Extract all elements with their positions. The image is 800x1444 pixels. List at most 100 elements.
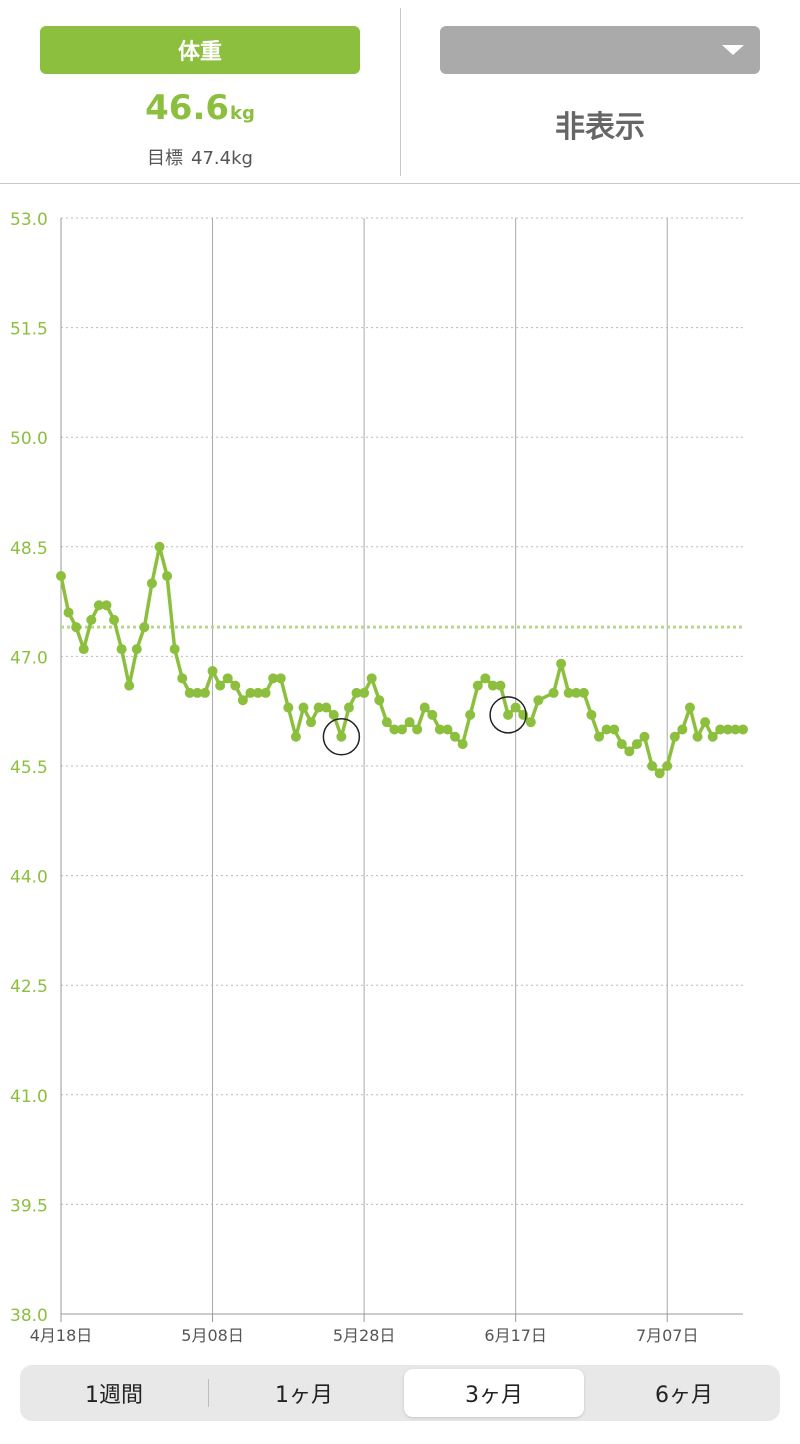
data-point — [730, 724, 741, 735]
data-point — [230, 680, 241, 691]
data-point — [419, 702, 430, 713]
data-point — [336, 731, 347, 742]
data-point — [450, 731, 461, 742]
data-point — [306, 717, 317, 728]
header: 体重 46.6kg 目標 47.4kg 非表示 — [0, 0, 800, 184]
data-point — [662, 761, 673, 771]
data-point — [162, 571, 173, 582]
x-tick-label: 4月18日 — [30, 1326, 93, 1345]
data-point — [669, 731, 680, 742]
data-point — [571, 687, 582, 698]
range-tab-6-months[interactable]: 6ヶ月 — [655, 1383, 713, 1408]
range-tab-1-month[interactable]: 1ヶ月 — [275, 1383, 333, 1408]
data-point — [616, 739, 627, 750]
current-weight-unit: kg — [230, 103, 255, 124]
x-tick-label: 7月07日 — [636, 1326, 699, 1345]
y-tick-label: 42.5 — [10, 977, 48, 997]
data-point — [260, 687, 271, 698]
data-point — [366, 673, 377, 684]
range-tab-1-week[interactable]: 1週間 — [85, 1383, 143, 1408]
data-point — [313, 702, 324, 713]
data-point — [374, 695, 385, 706]
data-point — [283, 702, 294, 713]
goal-weight: 目標 47.4kg — [0, 144, 400, 170]
data-point — [442, 724, 453, 735]
data-point — [245, 687, 256, 698]
y-tick-label: 50.0 — [10, 429, 48, 449]
chevron-down-icon — [722, 45, 744, 55]
data-point — [253, 687, 264, 698]
data-point — [78, 644, 89, 655]
y-tick-label: 44.0 — [10, 868, 48, 888]
data-point — [109, 614, 120, 625]
y-tick-label: 48.5 — [10, 539, 48, 559]
y-tick-label: 39.5 — [10, 1196, 48, 1216]
data-point — [321, 702, 332, 713]
weight-chart: 53.0 51.5 50.0 48.5 47.0 45.5 44.0 42.5 41.0 39.5… — [10, 210, 748, 1345]
goal-value: 47.4kg — [191, 148, 253, 169]
data-point — [556, 658, 567, 669]
data-point — [404, 717, 415, 728]
data-point — [472, 680, 483, 691]
data-point — [533, 695, 544, 706]
data-point — [465, 709, 476, 720]
y-tick-label: 53.0 — [10, 210, 48, 230]
y-tick-label: 51.5 — [10, 320, 48, 340]
data-point — [139, 622, 150, 633]
y-tick-label: 47.0 — [10, 648, 48, 668]
data-point — [707, 731, 718, 742]
data-point — [63, 607, 74, 618]
secondary-hidden-label: 非表示 — [555, 110, 645, 145]
data-point — [177, 673, 188, 684]
data-point — [237, 695, 248, 706]
data-point — [609, 724, 620, 735]
data-point — [722, 724, 733, 735]
data-point — [275, 673, 286, 684]
range-tab-3-months[interactable]: 3ヶ月 — [404, 1369, 584, 1417]
current-weight-value: 46.6 — [145, 88, 230, 128]
y-tick-label: 41.0 — [10, 1087, 48, 1107]
data-point — [434, 724, 445, 735]
data-point — [343, 702, 354, 713]
data-point — [578, 687, 589, 698]
data-point — [389, 724, 400, 735]
data-point — [495, 680, 506, 691]
data-point — [684, 702, 695, 713]
data-point — [586, 709, 597, 720]
range-separator — [208, 1379, 209, 1407]
data-point — [563, 687, 574, 698]
data-point — [290, 731, 301, 742]
data-point — [647, 761, 658, 771]
data-point — [56, 571, 66, 582]
data-point — [71, 622, 82, 633]
goal-label: 目標 — [147, 148, 184, 169]
data-point — [146, 578, 157, 589]
data-point — [548, 687, 559, 698]
data-point — [510, 702, 521, 713]
data-point — [154, 541, 165, 552]
highlight-circle — [489, 696, 527, 734]
data-point — [93, 600, 104, 611]
data-point — [381, 717, 392, 728]
range-selector: 1週間 1ヶ月 3ヶ月 6ヶ月 — [20, 1365, 780, 1421]
data-point — [169, 644, 180, 655]
data-point — [192, 687, 203, 698]
data-point — [700, 717, 711, 728]
secondary-metric-dropdown[interactable] — [440, 26, 760, 74]
data-point — [131, 644, 142, 655]
data-point — [328, 709, 339, 720]
data-point — [525, 717, 536, 728]
data-point — [487, 680, 498, 691]
x-tick-label: 6月17日 — [484, 1326, 547, 1345]
data-point — [199, 687, 210, 698]
current-weight: 46.6kg — [0, 88, 400, 128]
data-point — [624, 746, 635, 757]
data-point — [124, 680, 135, 691]
data-point — [654, 768, 665, 779]
header-divider — [400, 8, 401, 176]
data-point — [677, 724, 688, 735]
data-point — [503, 709, 514, 720]
weight-metric-button[interactable]: 体重 — [40, 26, 360, 74]
y-tick-label: 38.0 — [10, 1306, 48, 1326]
x-tick-label: 5月08日 — [181, 1326, 244, 1345]
